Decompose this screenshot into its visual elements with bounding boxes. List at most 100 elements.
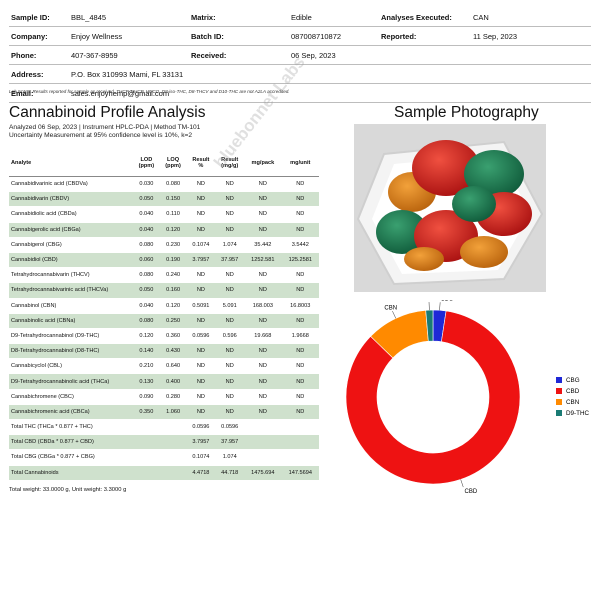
table-cell	[281, 449, 319, 466]
table-cell: 0.040	[133, 222, 160, 238]
analyte-name: Cannabidiol (CBD)	[9, 252, 133, 269]
table-cell: 1475.694	[244, 465, 282, 481]
table-row: Total CBD (CBDa * 0.877 + CBD) 3.7957 37.9…	[9, 434, 319, 451]
table-row: Cannabidivarinic acid (CBDVa) 0.030 0.080 N…	[9, 176, 319, 193]
table-cell: 0.080	[133, 313, 160, 329]
table-cell: ND	[281, 176, 319, 193]
legend-label: CBD	[566, 388, 580, 395]
table-cell	[133, 449, 160, 466]
table-cell: ND	[186, 282, 216, 299]
analyte-name: Cannabigerolic acid (CBGa)	[9, 222, 133, 238]
slice-leader-line	[392, 310, 397, 319]
table-cell	[133, 419, 160, 436]
sample-id-value: BBL_4845	[71, 13, 107, 22]
table-cell: 0.360	[159, 328, 187, 345]
table-cell: ND	[186, 191, 216, 208]
table-cell: ND	[186, 176, 216, 193]
legend-swatch	[556, 399, 562, 405]
table-row: Tetrahydrocannabivarinic acid (THCVa) 0.0…	[9, 282, 319, 299]
profile-subtitle-line-1: Analyzed 06 Sep, 2023 | Instrument HPLC-…	[9, 124, 201, 131]
table-cell: 0.060	[133, 252, 160, 269]
column-header: Result %	[186, 150, 216, 177]
table-cell: 0.120	[159, 222, 187, 238]
table-cell: 0.040	[133, 298, 160, 314]
table-cell: ND	[281, 282, 319, 299]
company-label: Company:	[11, 32, 48, 41]
table-header-row: Analyte LOD (ppm) LOQ (ppm) Result % Result …	[9, 150, 319, 177]
table-cell: ND	[215, 222, 245, 238]
table-cell	[133, 465, 160, 481]
legend-swatch	[556, 410, 562, 416]
slice-cbd	[345, 310, 521, 485]
table-cell: ND	[186, 358, 216, 375]
table-cell: 0.5091	[186, 298, 216, 314]
header-row-3: Phone: 407-367-8959 Received: 06 Sep, 20…	[9, 46, 591, 65]
sample-photo	[354, 124, 546, 292]
table-cell: ND	[186, 313, 216, 329]
lab-notes: Lab Notes: Results reported for sample a…	[9, 89, 290, 94]
table-cell: 0.030	[133, 176, 160, 193]
table-cell	[159, 465, 187, 481]
slice-label: CBN	[384, 305, 397, 311]
table-cell	[159, 419, 187, 436]
table-cell	[244, 434, 282, 451]
received-value: 06 Sep, 2023	[291, 51, 336, 60]
reported-value: 11 Sep, 2023	[473, 32, 518, 41]
table-cell: ND	[244, 267, 282, 284]
table-row: Cannabichromene (CBC) 0.090 0.280 ND ND ND ND	[9, 389, 319, 405]
column-header: mg/unit	[281, 150, 319, 177]
table-cell: 0.080	[133, 267, 160, 284]
table-cell	[133, 434, 160, 451]
table-cell: ND	[215, 404, 245, 421]
table-cell: ND	[186, 222, 216, 238]
header-row-4: Address: P.O. Box 310993 Mami, FL 33131	[9, 65, 591, 84]
table-cell: 5.091	[215, 298, 245, 314]
table-cell: 0.050	[133, 282, 160, 299]
analyte-name: Tetrahydrocannabivarinic acid (THCVa)	[9, 282, 133, 299]
table-row: Cannabinol (CBN) 0.040 0.120 0.5091 5.091 168…	[9, 298, 319, 314]
analyte-name: D9-Tetrahydrocannabinolic acid (THCa)	[9, 373, 133, 390]
table-cell: 0.0596	[186, 328, 216, 345]
table-cell	[244, 449, 282, 466]
table-cell: 1.074	[215, 237, 245, 253]
table-cell: 125.2581	[281, 252, 319, 269]
matrix-label: Matrix:	[191, 13, 216, 22]
table-cell: ND	[215, 206, 245, 223]
table-cell: 37.957	[215, 434, 245, 451]
table-cell: ND	[186, 267, 216, 284]
email-value: sales.enjoyhemp@gmail.com	[71, 89, 170, 98]
column-header: Result (mg/g)	[215, 150, 245, 177]
table-row: Cannabicyclol (CBL) 0.210 0.640 ND ND ND ND	[9, 358, 319, 375]
phone-value: 407-367-8959	[71, 51, 118, 60]
table-cell: 0.210	[133, 358, 160, 375]
table-cell: ND	[281, 373, 319, 390]
analyte-name: Cannabidivarin (CBDV)	[9, 191, 133, 208]
table-cell: 1.9668	[281, 328, 319, 345]
column-header: Analyte	[9, 150, 133, 177]
table-row: Cannabidiol (CBD) 0.060 0.190 3.7957 37.957 1…	[9, 252, 319, 269]
table-row: Total Cannabinoids 4.4718 44.718 1475.694 14…	[9, 465, 319, 481]
slice-d9-thc	[425, 309, 434, 342]
table-row: D9-Tetrahydrocannabinol (D9-THC) 0.120 0.3…	[9, 328, 319, 345]
table-row: Cannabigerolic acid (CBGa) 0.040 0.120 ND ND…	[9, 222, 319, 238]
table-cell: ND	[215, 373, 245, 390]
analyte-name: Total Cannabinoids	[9, 465, 133, 481]
sample-id-label: Sample ID:	[11, 13, 50, 22]
table-cell: ND	[244, 282, 282, 299]
header-row-2: Company: Enjoy Wellness Batch ID: 087008…	[9, 27, 591, 46]
table-cell: ND	[215, 343, 245, 360]
company-value: Enjoy Wellness	[71, 32, 123, 41]
table-cell: ND	[186, 404, 216, 421]
table-cell: 0.230	[159, 237, 187, 253]
table-cell: 0.190	[159, 252, 187, 269]
table-cell	[159, 449, 187, 466]
legend-label: CBN	[566, 399, 580, 406]
header-row-5: Email: sales.enjoyhemp@gmail.com	[9, 84, 591, 103]
slice-label: CBG	[440, 300, 453, 302]
table-cell: 0.120	[159, 298, 187, 314]
analyte-name: Cannabichromene (CBC)	[9, 389, 133, 405]
table-cell: 168.003	[244, 298, 282, 314]
analyte-name: Total CBD (CBDa * 0.877 + CBD)	[9, 434, 133, 451]
table-cell: ND	[215, 191, 245, 208]
table-cell: 19.668	[244, 328, 282, 345]
